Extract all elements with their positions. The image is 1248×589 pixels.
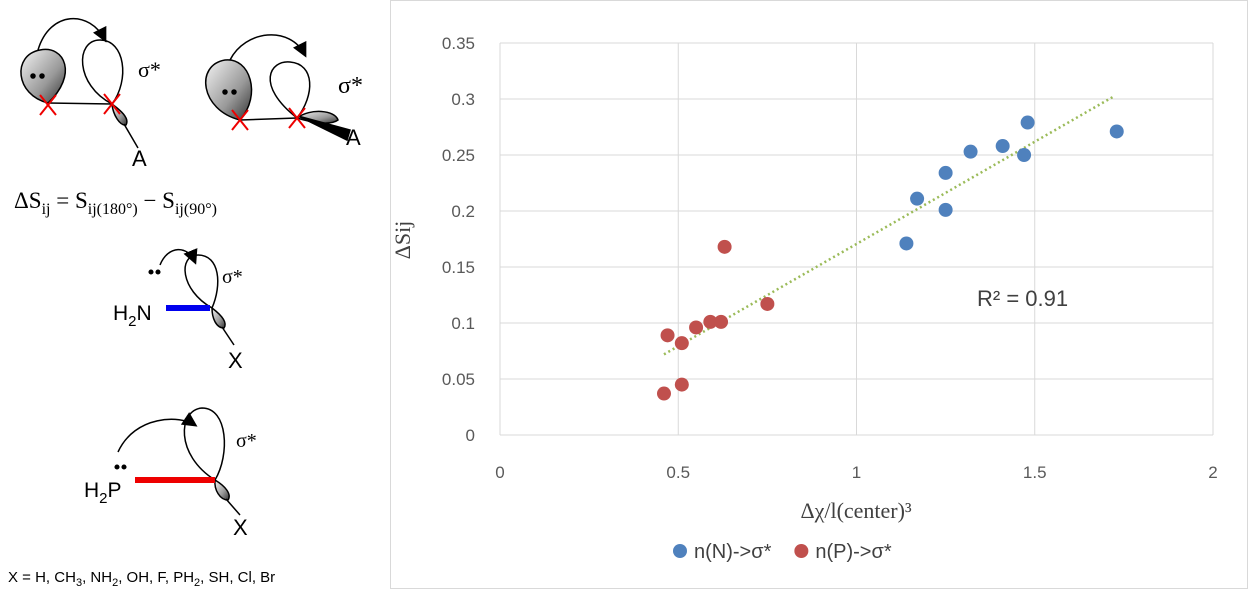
data-point bbox=[703, 314, 718, 329]
molecule-label: H2P bbox=[84, 479, 122, 507]
data-point bbox=[717, 239, 732, 254]
formula-part: = S bbox=[50, 188, 87, 213]
data-point bbox=[674, 377, 689, 392]
footnote-part: , SH, Cl, Br bbox=[200, 569, 275, 586]
footnote-part: 3 bbox=[76, 577, 82, 589]
orbital-diagram-1 bbox=[20, 17, 139, 149]
legend-label: n(P)->σ* bbox=[815, 541, 891, 563]
data-point bbox=[656, 386, 671, 401]
footnote-part: 2 bbox=[112, 577, 118, 589]
data-point bbox=[760, 296, 775, 311]
footnote: X = H, CH3, NH2, OH, F, PH2, SH, Cl, Br bbox=[8, 569, 275, 589]
x-tick-label: 1 bbox=[852, 463, 861, 482]
data-point bbox=[660, 328, 675, 343]
x-tick-label: 2 bbox=[1208, 463, 1217, 482]
sigma-label: σ* bbox=[222, 266, 243, 288]
formula-part: ij(90°) bbox=[175, 201, 217, 218]
label-part: 2 bbox=[128, 313, 136, 330]
legend-label: n(N)->σ* bbox=[694, 541, 772, 563]
footnote-part: X = H, CH bbox=[8, 569, 76, 586]
data-point bbox=[938, 202, 953, 217]
data-point bbox=[910, 191, 925, 206]
label-part: H bbox=[113, 302, 128, 325]
substituent-label: X bbox=[233, 515, 248, 540]
molecule-label: H2N bbox=[113, 302, 152, 330]
sigma-label: σ* bbox=[138, 57, 161, 82]
sigma-label: σ* bbox=[236, 430, 257, 452]
formula-part: ij bbox=[42, 201, 51, 218]
x-tick-label: 0.5 bbox=[666, 463, 690, 482]
data-point bbox=[689, 320, 704, 335]
atom-label: A bbox=[132, 146, 147, 171]
trendline bbox=[663, 95, 1114, 356]
y-axis-label: ΔSij bbox=[390, 221, 415, 260]
substituent-label: X bbox=[228, 348, 243, 373]
atom-label: A bbox=[346, 125, 361, 150]
footnote-part: 2 bbox=[194, 577, 200, 589]
footnote-part: , OH, F, PH bbox=[118, 569, 194, 586]
formula-part: ij(180°) bbox=[88, 201, 138, 218]
x-axis-label: Δχ/l(center)³ bbox=[800, 498, 912, 523]
formula-part: ΔS bbox=[14, 188, 42, 213]
label-part: P bbox=[108, 479, 122, 502]
y-tick-label: 0.35 bbox=[442, 34, 475, 53]
data-point bbox=[899, 236, 914, 251]
data-point bbox=[963, 144, 978, 159]
chart: 0 0.05 0.1 0.15 0.2 0.25 0.3 0.35 0 0.5 1 1.5 2 n(N)-… bbox=[442, 34, 1218, 563]
legend-marker bbox=[794, 544, 809, 558]
data-point bbox=[1017, 148, 1032, 162]
data-point bbox=[1020, 115, 1035, 130]
sigma-label: σ* bbox=[338, 73, 363, 99]
data-point bbox=[674, 336, 689, 351]
y-tick-label: 0.3 bbox=[451, 90, 475, 109]
x-tick-label: 1.5 bbox=[1023, 463, 1047, 482]
y-tick-label: 0.2 bbox=[451, 202, 475, 221]
data-point bbox=[938, 165, 953, 180]
label-part: H bbox=[84, 479, 99, 502]
formula: ΔSij = Sij(180°) − Sij(90°) bbox=[14, 188, 217, 218]
orbital-diagram-2 bbox=[205, 34, 351, 142]
formula-part: − S bbox=[138, 188, 175, 213]
orbital-diagram-n bbox=[148, 248, 235, 346]
annotation: R² = 0.91 bbox=[977, 286, 1068, 311]
y-tick-label: 0.1 bbox=[451, 314, 475, 333]
data-point bbox=[1109, 124, 1124, 139]
legend-marker bbox=[673, 544, 687, 558]
y-tick-label: 0.25 bbox=[442, 146, 475, 165]
orbital-diagram-p bbox=[114, 407, 241, 516]
label-part: 2 bbox=[99, 490, 107, 507]
data-point bbox=[714, 314, 729, 329]
label-part: N bbox=[137, 302, 152, 325]
y-tick-label: 0 bbox=[466, 426, 475, 445]
footnote-part: , NH bbox=[82, 569, 112, 586]
data-point bbox=[995, 139, 1010, 154]
y-tick-label: 0.15 bbox=[442, 258, 475, 277]
x-tick-label: 0 bbox=[495, 463, 504, 482]
y-tick-label: 0.05 bbox=[442, 370, 475, 389]
